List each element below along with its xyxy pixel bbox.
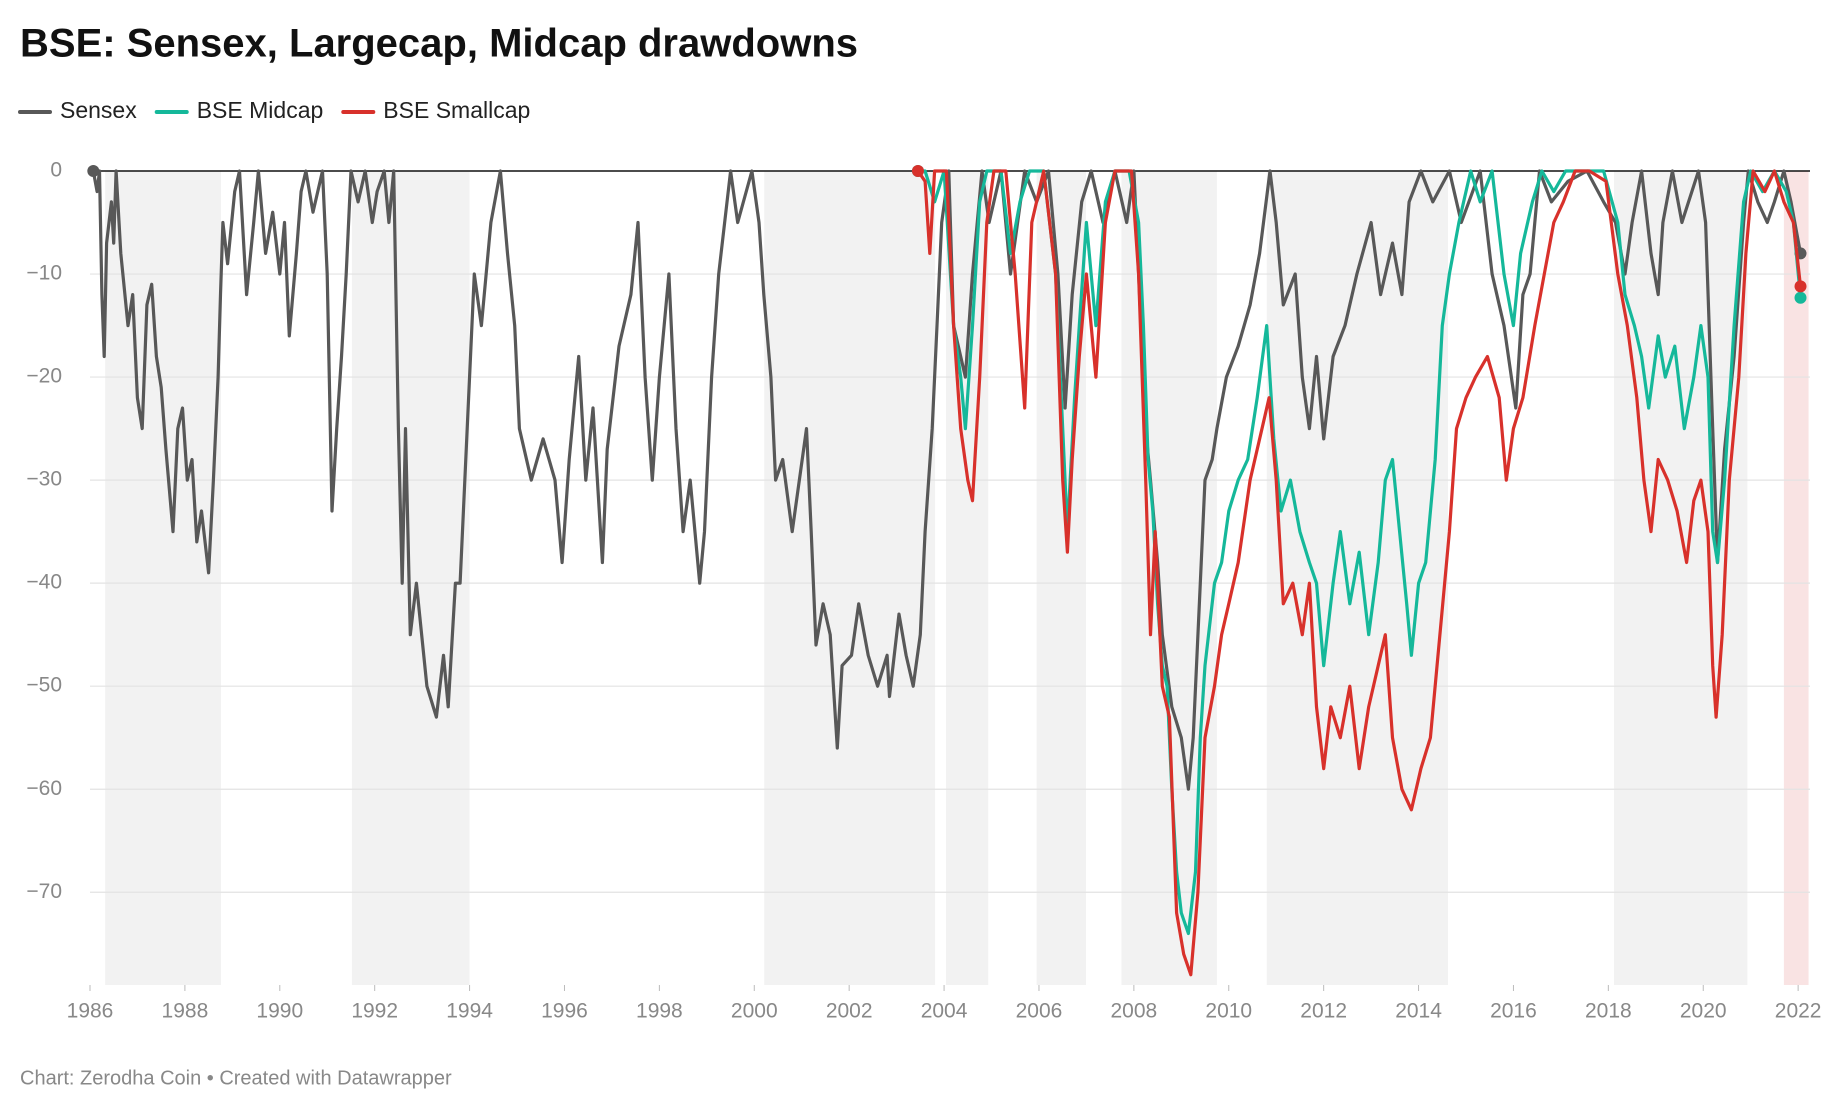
shaded-range (351, 171, 470, 985)
x-tick-label: 2012 (1300, 1000, 1347, 1023)
source-note: Chart: Zerodha Coin • Created with Dataw… (20, 1067, 452, 1089)
chart-title: BSE: Sensex, Largecap, Midcap drawdowns (20, 22, 858, 66)
end-dot (911, 165, 924, 177)
end-dot (1794, 291, 1807, 304)
lines (87, 165, 1807, 977)
end-dot (1794, 280, 1807, 293)
x-tick-label: 1996 (541, 1000, 588, 1023)
x-tick-label: 2010 (1205, 1000, 1252, 1023)
x-tick-label: 2006 (1016, 1000, 1063, 1023)
shaded-range (105, 171, 221, 985)
y-tick-label: −70 (26, 880, 62, 903)
y-tick-label: −10 (26, 262, 62, 285)
x-tick-label: 1986 (67, 1000, 114, 1023)
series-line (91, 169, 1803, 791)
series-line (916, 169, 1803, 977)
y-tick-label: −30 (26, 468, 62, 491)
x-tick-label: 2022 (1775, 1000, 1822, 1023)
y-tick-label: −60 (26, 777, 62, 800)
x-tick-label: 2014 (1395, 1000, 1442, 1023)
x-tick-label: 1994 (446, 1000, 493, 1023)
x-tick-label: 1998 (636, 1000, 683, 1023)
legend-label: Sensex (60, 97, 137, 123)
x-tick-label: 2002 (826, 1000, 873, 1023)
x-tick-label: 1988 (162, 1000, 209, 1023)
y-tick-label: −20 (26, 365, 62, 388)
shading (105, 171, 1809, 985)
x-tick-label: 1992 (351, 1000, 398, 1023)
x-tick-label: 2018 (1585, 1000, 1632, 1023)
shaded-range (1614, 171, 1748, 985)
x-tick-label: 2004 (921, 1000, 968, 1023)
shaded-range (764, 171, 936, 985)
x-tick-label: 2020 (1680, 1000, 1727, 1023)
y-tick-label: −40 (26, 571, 62, 594)
x-tick-label: 2008 (1111, 1000, 1158, 1023)
x-tick-label: 2000 (731, 1000, 778, 1023)
legend: Sensex BSE Midcap BSE Smallcap (18, 97, 530, 123)
grid: 0 −10 −20 −30 −40 −50 −60 −70 1986 1988 1990 1992 19… (26, 159, 1821, 1023)
legend-label: BSE Smallcap (383, 97, 530, 123)
y-tick-label: −50 (26, 674, 62, 697)
legend-label: BSE Midcap (197, 97, 324, 123)
shaded-range (1121, 171, 1217, 985)
y-tick-label: 0 (50, 159, 62, 182)
end-dot (87, 165, 100, 177)
x-tick-label: 2016 (1490, 1000, 1537, 1023)
highlight-range (1783, 171, 1809, 985)
x-tick-label: 1990 (256, 1000, 303, 1023)
shaded-range (1036, 171, 1086, 985)
